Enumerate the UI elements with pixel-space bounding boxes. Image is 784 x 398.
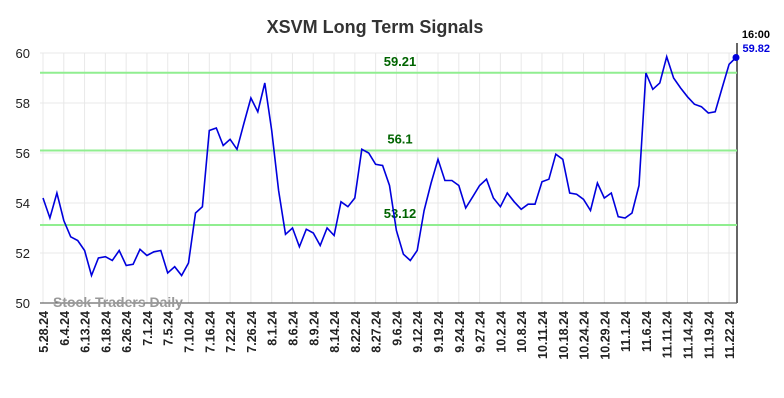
x-tick-label: 7.10.24	[183, 311, 197, 353]
x-tick-label: 6.18.24	[99, 311, 113, 353]
x-tick-label: 6.13.24	[79, 311, 93, 353]
x-tick-label: 10.29.24	[598, 311, 612, 360]
x-tick-label: 8.14.24	[328, 311, 342, 353]
x-tick-label: 10.2.24	[494, 311, 508, 353]
reference-label: 56.1	[387, 132, 412, 147]
line	[42, 53, 737, 279]
last-value: 59.82	[742, 43, 770, 55]
x-tick-label: 11.11.24	[661, 311, 675, 358]
x-tick-label: 8.9.24	[307, 311, 321, 346]
x-tick-label: 7.16.24	[203, 311, 217, 353]
x-tick-label: 10.11.24	[536, 311, 550, 359]
y-tick-label: 50	[16, 296, 30, 311]
reference-label: 53.12	[384, 206, 417, 221]
x-tick-label: 9.6.24	[390, 311, 404, 346]
y-tick-label: 56	[16, 146, 30, 161]
x-tick-label: 7.22.24	[224, 311, 238, 353]
x-tick-label: 11.14.24	[681, 311, 695, 359]
x-tick-label: 9.24.24	[453, 311, 467, 353]
last-time: 16:00	[742, 29, 770, 41]
x-tick-label: 7.5.24	[162, 311, 176, 346]
x-tick-label: 7.1.24	[141, 311, 155, 346]
x-tick-label: 5.28.24	[37, 311, 51, 353]
x-tick-label: 9.19.24	[432, 311, 446, 353]
x-tick-label: 9.12.24	[411, 311, 425, 353]
y-tick-label: 60	[16, 46, 30, 61]
x-tick-label: 11.19.24	[702, 311, 716, 359]
x-tick-label: 11.22.24	[723, 311, 737, 359]
x-tick-label: 11.6.24	[640, 311, 654, 352]
x-tick-label: 11.1.24	[619, 311, 633, 352]
last-point	[732, 54, 740, 61]
x-tick-label: 6.26.24	[120, 311, 134, 353]
x-tick-label: 7.26.24	[245, 311, 259, 353]
reference-label: 59.21	[384, 54, 417, 69]
y-tick-label: 58	[16, 96, 30, 111]
y-tick-label: 52	[16, 246, 30, 261]
y-tick-label: 54	[16, 196, 30, 211]
x-tick-label: 8.22.24	[349, 311, 363, 353]
x-tick-label: 8.1.24	[266, 311, 280, 346]
x-tick-label: 8.27.24	[370, 311, 384, 353]
x-tick-label: 8.6.24	[286, 311, 300, 346]
x-tick-label: 9.27.24	[474, 311, 488, 353]
x-tick-label: 10.24.24	[578, 311, 592, 360]
x-tick-label: 6.4.24	[58, 311, 72, 346]
watermark: Stock Traders Daily	[53, 294, 183, 310]
chart-title: XSVM Long Term Signals	[267, 17, 484, 37]
x-tick-label: 10.8.24	[515, 311, 529, 353]
x-tick-label: 10.18.24	[557, 311, 571, 360]
